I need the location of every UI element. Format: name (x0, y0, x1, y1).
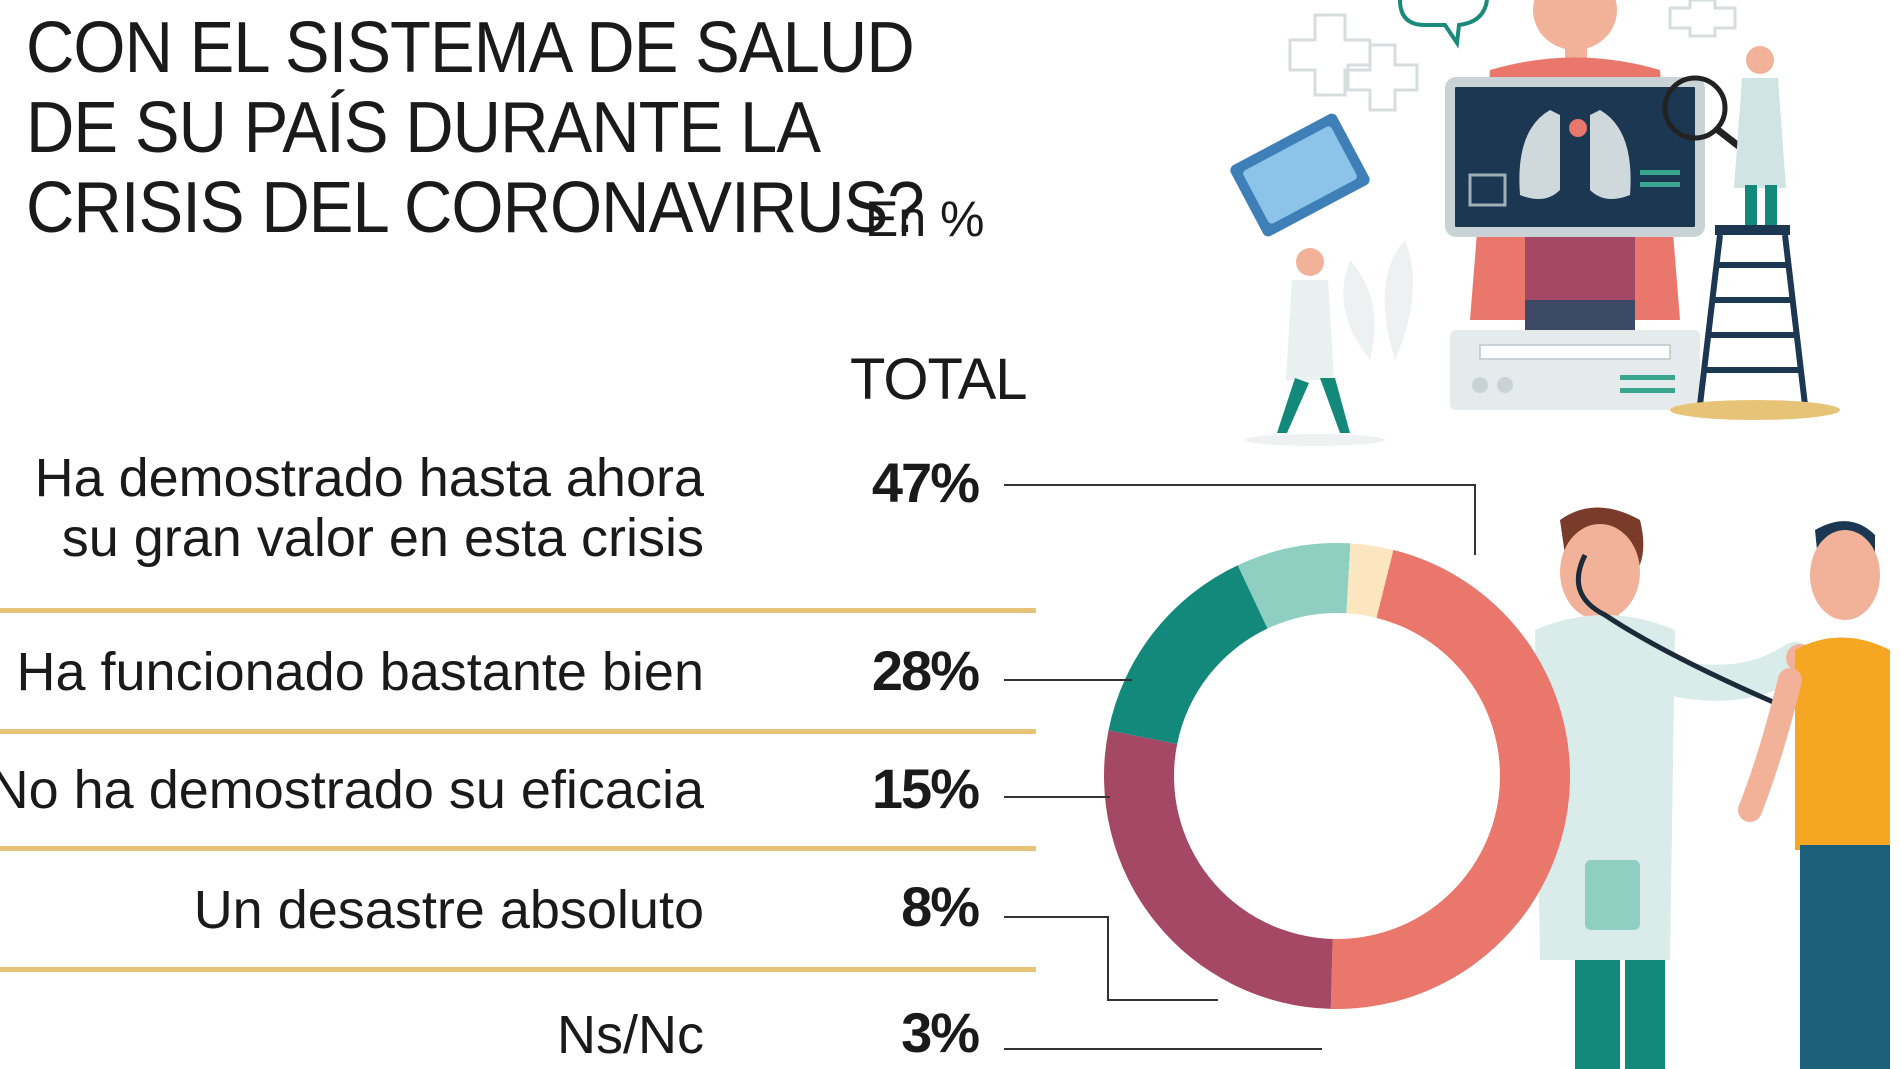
unit-label: En % (865, 191, 985, 247)
donut-slice-4 (1237, 543, 1351, 629)
title-line-3: CRISIS DEL CORONAVIRUS? (26, 168, 925, 248)
title-line-2: DE SU PAÍS DURANTE LA (26, 88, 821, 168)
value-label-5: 3% (901, 1001, 980, 1064)
leader-line-1 (1004, 484, 1476, 555)
donut-slice-1 (1330, 549, 1570, 1009)
value-label-1: 47% (871, 451, 980, 514)
column-header: TOTAL (850, 347, 1028, 412)
category-label-1-line-2: su gran valor en esta crisis (61, 508, 704, 568)
row-separator (0, 967, 1036, 972)
value-label-2: 28% (871, 639, 980, 702)
category-label-1: Ha demostrado hasta ahora su gran valor … (35, 448, 704, 568)
doctor-patient-illustration (1535, 507, 1890, 1069)
row-separator (0, 608, 1036, 613)
donut-slice-5 (1346, 543, 1394, 618)
category-label-2: Ha funcionado bastante bien (16, 642, 704, 702)
chart-title: CON EL SISTEMA DE SALUD DE SU PAÍS DURAN… (26, 8, 925, 248)
category-label-3: No ha demostrado su eficacia (0, 760, 704, 820)
category-label-5: Ns/Nc (557, 1005, 704, 1065)
donut-slice-2 (1104, 730, 1333, 1009)
row-separator (0, 846, 1036, 851)
donut-slice-3 (1108, 565, 1268, 744)
leader-line-4 (1004, 916, 1218, 1001)
value-label-3: 15% (871, 757, 980, 820)
category-label-1-line-1: Ha demostrado hasta ahora (34, 448, 704, 508)
title-line-1: CON EL SISTEMA DE SALUD (26, 8, 915, 88)
value-label-4: 8% (901, 875, 980, 938)
row-separator (0, 729, 1036, 734)
doctors-xray-illustration (1230, 0, 1840, 446)
category-label-4: Un desastre absoluto (193, 880, 704, 940)
